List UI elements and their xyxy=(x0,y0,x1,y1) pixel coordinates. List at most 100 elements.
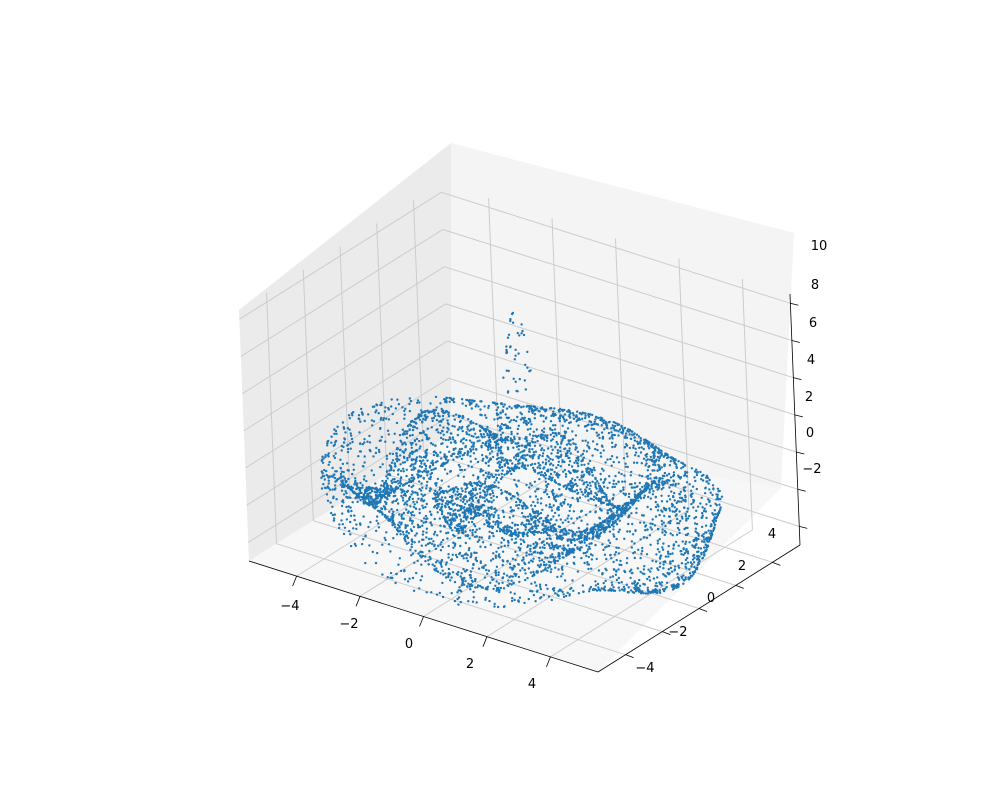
data-point xyxy=(430,426,433,429)
data-point xyxy=(483,523,486,526)
data-point xyxy=(681,540,684,543)
data-point xyxy=(590,558,594,561)
data-point xyxy=(600,509,603,512)
data-point xyxy=(334,470,337,473)
data-point xyxy=(375,409,378,412)
data-point xyxy=(354,480,357,484)
data-point xyxy=(484,477,487,480)
data-point xyxy=(444,563,448,566)
data-point xyxy=(379,418,382,421)
data-point xyxy=(621,480,624,483)
data-point xyxy=(399,533,402,536)
data-point xyxy=(539,407,542,410)
data-point xyxy=(446,430,449,434)
data-point xyxy=(393,491,396,494)
data-point xyxy=(545,537,549,540)
data-point xyxy=(526,366,529,369)
data-point xyxy=(327,452,330,455)
data-point xyxy=(333,476,337,480)
data-point xyxy=(349,506,352,509)
data-point xyxy=(491,455,495,459)
data-point xyxy=(625,583,628,586)
data-point xyxy=(493,418,496,421)
data-point xyxy=(553,511,557,515)
data-point xyxy=(652,463,655,466)
data-point xyxy=(450,454,453,458)
data-point xyxy=(576,538,579,541)
data-point xyxy=(369,450,372,453)
data-point xyxy=(417,413,420,416)
data-point xyxy=(567,410,571,413)
data-point xyxy=(321,472,324,475)
data-point xyxy=(506,416,510,420)
data-point xyxy=(501,536,504,540)
data-point xyxy=(695,468,698,471)
data-point xyxy=(593,495,596,498)
data-point xyxy=(353,518,356,522)
data-point xyxy=(632,582,636,585)
data-point xyxy=(578,496,582,499)
data-point xyxy=(420,519,423,523)
data-point xyxy=(671,559,674,563)
data-point xyxy=(470,428,473,431)
data-point xyxy=(517,507,520,510)
data-point xyxy=(392,441,395,444)
data-point xyxy=(568,471,572,474)
data-point xyxy=(364,561,367,565)
data-point xyxy=(428,510,432,513)
data-point xyxy=(563,413,567,416)
data-point xyxy=(353,542,357,546)
data-point xyxy=(485,485,488,488)
data-point xyxy=(584,495,587,498)
data-point xyxy=(440,407,443,411)
data-point xyxy=(409,548,412,551)
data-point xyxy=(543,427,546,430)
data-point xyxy=(349,442,352,445)
data-point xyxy=(353,483,356,486)
data-point xyxy=(479,561,482,565)
data-point xyxy=(517,531,521,534)
data-point xyxy=(651,460,654,463)
data-point xyxy=(678,510,681,513)
data-point xyxy=(463,506,466,509)
data-point xyxy=(613,485,616,489)
data-point xyxy=(536,524,540,527)
data-point xyxy=(612,460,615,464)
left-grid-z xyxy=(240,229,444,357)
data-point xyxy=(632,552,635,555)
data-point xyxy=(506,439,509,442)
data-point xyxy=(589,413,592,416)
data-point xyxy=(654,486,657,489)
data-point xyxy=(498,466,502,470)
data-point xyxy=(626,530,629,533)
data-point xyxy=(542,414,545,418)
data-point xyxy=(633,439,637,442)
data-point xyxy=(642,592,645,595)
data-point xyxy=(576,476,579,479)
data-point xyxy=(333,484,337,487)
data-point xyxy=(557,455,560,458)
data-point xyxy=(327,476,330,479)
data-point xyxy=(506,539,510,543)
data-point xyxy=(682,462,685,465)
data-point xyxy=(456,497,459,500)
data-point xyxy=(520,323,523,326)
data-point xyxy=(457,531,460,535)
data-point xyxy=(515,541,518,544)
data-point xyxy=(419,499,423,502)
data-point xyxy=(591,554,594,557)
data-point xyxy=(673,499,676,502)
data-point xyxy=(485,514,489,518)
data-point xyxy=(608,541,612,545)
data-point xyxy=(494,523,497,526)
data-point xyxy=(673,506,676,509)
data-point xyxy=(367,487,370,490)
data-point xyxy=(553,523,557,526)
data-point xyxy=(661,528,664,531)
data-point xyxy=(487,404,490,408)
data-point xyxy=(426,459,429,462)
data-point xyxy=(435,428,438,432)
data-point xyxy=(501,509,505,512)
data-point xyxy=(502,376,505,379)
data-point xyxy=(594,504,598,507)
